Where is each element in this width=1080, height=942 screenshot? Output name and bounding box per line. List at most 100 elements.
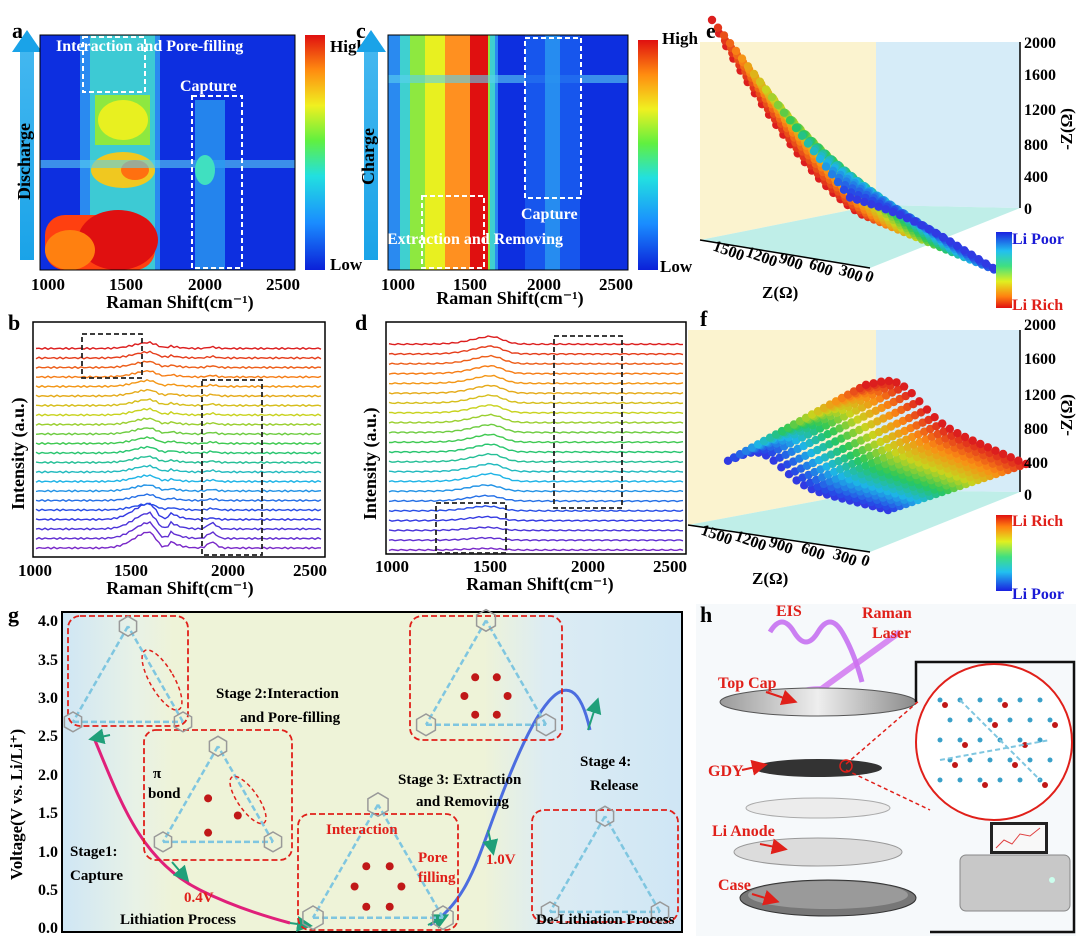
charge-arrow-head [356, 30, 386, 52]
tick-d-3: 2500 [653, 557, 687, 576]
xlabel-a: Raman Shift(cm⁻¹) [106, 292, 253, 313]
lattice-atom [1017, 697, 1023, 703]
li-atom [1002, 702, 1008, 708]
d-spectrum-line [388, 515, 684, 522]
hexagon-ring [367, 792, 389, 818]
ticks-b: 1000 1500 2000 2500 [18, 561, 327, 580]
acetylenic-link [548, 815, 607, 913]
g-filling: filling [418, 870, 456, 886]
d-spectrum-line [388, 443, 684, 454]
panel-e: e 2000 1600 1200 800 400 0 -Z(Ω) 1500 12… [699, 15, 1076, 314]
g-box-extraction [409, 615, 563, 741]
xlabel-c: Raman Shift(cm⁻¹) [436, 288, 583, 309]
impedance-sphere [869, 379, 878, 388]
plot-g-frame [61, 611, 683, 933]
tick-a-1: 1500 [109, 275, 143, 294]
d-spectrum-line [388, 404, 684, 415]
b-spectrum-line [35, 464, 322, 474]
d-spectrum-line [388, 494, 684, 503]
h-laser: Laser [872, 625, 911, 642]
b-spectrum-line [35, 340, 322, 351]
panel-g: g Voltage(V vs. Li/Li⁺) 4.0 3.5 3.0 2.5 … [7, 602, 683, 937]
impedance-sphere [785, 116, 795, 125]
impedance-sphere [803, 139, 813, 148]
acetylenic-link [311, 803, 380, 919]
impedance-sphere [988, 263, 998, 273]
hexagon-ring [535, 713, 557, 737]
lattice-atom [997, 777, 1003, 783]
g-delith: De-Lithiation Process [536, 912, 675, 928]
panel-d: d Intensity (a.u.) 1000 1500 2000 2500 R… [355, 310, 687, 595]
f-zt2: 1200 [1024, 387, 1056, 404]
impedance-sphere [749, 69, 759, 79]
impedance-sphere [867, 200, 876, 209]
impedance-sphere [938, 419, 947, 428]
li-atom [460, 692, 469, 700]
ylabel-b: Intensity (a.u.) [8, 397, 29, 510]
lattice-atom [937, 697, 943, 703]
g-stage1-line2: Capture [70, 868, 123, 884]
panel-f: f 2000 1600 1200 800 400 0 -Z(Ω) 1500 12… [687, 306, 1076, 603]
hexagon-ring [153, 831, 173, 853]
impedance-sphere [821, 162, 831, 171]
b-spectrum-line [35, 474, 322, 484]
impedance-sphere [877, 377, 886, 386]
li-atom [350, 882, 359, 891]
disk-case-inner [748, 881, 908, 909]
h-li-anode: Li Anode [712, 823, 775, 840]
g-yt4: 2.0 [38, 767, 58, 784]
b-spectrum-line [35, 493, 322, 503]
impedance-sphere [797, 131, 807, 140]
h-zoom-lattice [937, 697, 1058, 788]
cbar-c-low: Low [660, 257, 693, 276]
e-spheres [707, 15, 1005, 277]
tick-c-1: 1500 [453, 275, 487, 294]
impedance-sphere [974, 255, 983, 264]
lattice-atom [967, 717, 973, 723]
e-legend-bar [996, 232, 1012, 308]
g-stage2-line2: and Pore-filling [240, 710, 341, 726]
f-zt5: 0 [1024, 487, 1032, 504]
h-top-cap: Top Cap [718, 675, 777, 692]
f-spheres [723, 376, 1031, 515]
tick-b-0: 1000 [18, 561, 52, 580]
lattice-atom [937, 777, 943, 783]
impedance-sphere [884, 376, 894, 386]
panel-g-label: g [8, 602, 19, 627]
disk-top-cap [719, 687, 917, 717]
panel-c-label: c [356, 18, 366, 43]
d-spectrum-line [388, 354, 684, 365]
box-c2 [524, 37, 582, 199]
tick-b-2: 2000 [211, 561, 245, 580]
acetylenic-link [216, 745, 275, 843]
acetylenic-link [424, 619, 488, 726]
ylabel-d: Intensity (a.u.) [360, 407, 381, 520]
acetylenic-link [484, 619, 548, 726]
impedance-sphere [968, 436, 977, 445]
g-stage2: Stage 2:Interaction [216, 686, 340, 702]
lattice-atom [1017, 777, 1023, 783]
impedance-sphere [976, 439, 985, 449]
li-atom [1052, 722, 1058, 728]
g-yt3: 2.5 [38, 728, 58, 745]
box-a1 [82, 36, 146, 93]
impedance-sphere [915, 397, 924, 406]
impedance-sphere [899, 382, 909, 391]
ticks-c: 1000 1500 2000 2500 [381, 275, 633, 294]
ylabel-g: Voltage(V vs. Li/Li⁺) [7, 729, 26, 880]
f-xlabel: Z(Ω) [752, 569, 788, 588]
impedance-sphere [952, 241, 962, 250]
hexagon-ring [173, 711, 193, 733]
tick-c-0: 1000 [381, 275, 415, 294]
e-zt3: 800 [1024, 137, 1048, 154]
impedance-sphere [998, 449, 1008, 459]
heatmap-a-frame [39, 34, 296, 271]
impedance-sphere [815, 154, 825, 164]
disk-li-anode [733, 837, 903, 867]
colorbar-c [638, 40, 658, 270]
li-atom [1042, 782, 1048, 788]
f-zticks: 2000 1600 1200 800 400 0 [1024, 317, 1056, 504]
tick-d-2: 2000 [571, 557, 605, 576]
impedance-sphere [938, 232, 948, 242]
